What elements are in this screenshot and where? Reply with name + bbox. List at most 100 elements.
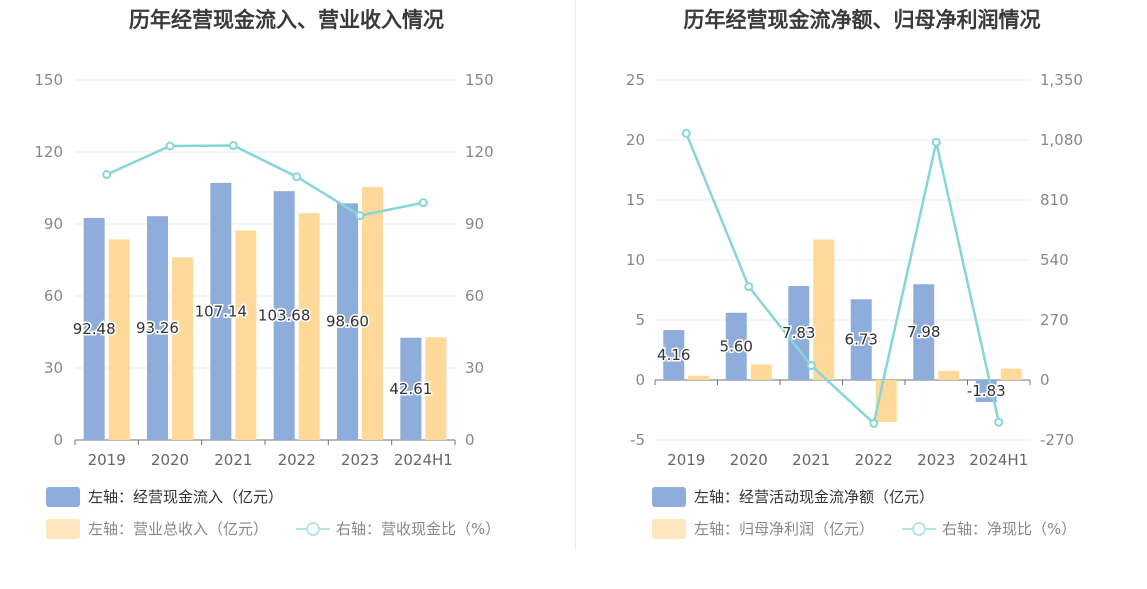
bar-primary bbox=[725, 312, 747, 380]
bar-data-label: 92.48 bbox=[73, 320, 116, 338]
right-axis-tick-label: 0 bbox=[1040, 371, 1050, 389]
left-chart-panel: 历年经营现金流入、营业收入情况 0 30 60 90 120 150 0 30 60 90 120 1… bbox=[0, 0, 573, 589]
bar-data-label: 5.60 bbox=[720, 337, 753, 355]
bar-secondary bbox=[172, 257, 193, 440]
bar-secondary bbox=[938, 371, 960, 380]
x-axis-category-label: 2023 bbox=[341, 451, 379, 469]
bar-data-label: 6.73 bbox=[845, 331, 878, 349]
ratio-point bbox=[744, 282, 754, 292]
legend-swatch-operating-cash-net bbox=[652, 486, 686, 507]
bar-data-label: 7.83 bbox=[782, 324, 815, 342]
legend-item-revenue-cash-ratio[interactable]: 右轴：营收现金比（%） bbox=[296, 518, 500, 539]
bar-secondary bbox=[108, 239, 130, 440]
bar-data-label: 98.60 bbox=[326, 313, 369, 331]
left-axis-tick-label: 20 bbox=[626, 131, 645, 149]
right-axis-tick-label: 540 bbox=[1040, 251, 1069, 269]
bar-secondary bbox=[1000, 368, 1022, 380]
ratio-point bbox=[228, 141, 238, 151]
bar-primary bbox=[83, 218, 105, 440]
bar-data-label: 93.26 bbox=[136, 319, 179, 337]
legend-swatch-net-profit bbox=[652, 518, 686, 539]
right-axis-tick-label: 270 bbox=[1040, 311, 1069, 329]
ratio-point bbox=[806, 361, 816, 371]
ratio-point bbox=[102, 170, 112, 180]
x-axis-category-label: 2024H1 bbox=[394, 451, 453, 469]
ratio-line bbox=[685, 132, 1000, 426]
right-axis-tick-label: 1,080 bbox=[1040, 131, 1083, 149]
legend-item-net-profit[interactable]: 左轴：归母净利润（亿元） bbox=[652, 518, 874, 539]
legend-item-operating-cash-net[interactable]: 左轴：经营活动现金流净额（亿元） bbox=[652, 486, 934, 507]
left-axis-tick-label: 90 bbox=[44, 215, 63, 233]
bar-data-label: 103.68 bbox=[258, 307, 311, 325]
bar-secondary bbox=[298, 213, 320, 440]
bar-primary bbox=[663, 330, 685, 380]
bar-data-label: 7.98 bbox=[907, 323, 940, 341]
x-axis-category-label: 2020 bbox=[151, 451, 189, 469]
right-axis-tick-label: 150 bbox=[465, 71, 494, 89]
legend-label: 右轴：净现比（%） bbox=[942, 520, 1077, 538]
left-axis-tick-label: 10 bbox=[626, 251, 645, 269]
x-axis-category-label: 2021 bbox=[214, 451, 252, 469]
x-axis-category-label: 2022 bbox=[278, 451, 316, 469]
x-axis-category-label: 2021 bbox=[792, 451, 830, 469]
right-chart-panel: 历年经营现金流净额、归母净利润情况 -5 0 5 10 15 20 25 -270 0 270 54… bbox=[577, 0, 1147, 589]
left-axis-tick-label: 150 bbox=[34, 71, 63, 89]
bar-secondary bbox=[425, 337, 447, 440]
x-axis-category-label: 2019 bbox=[88, 451, 126, 469]
ratio-point bbox=[355, 211, 365, 221]
ratio-point bbox=[292, 172, 302, 182]
bar-data-label: 42.61 bbox=[389, 380, 432, 398]
bar-data-label: -1.83 bbox=[967, 382, 1006, 400]
x-axis-category-label: 2023 bbox=[917, 451, 955, 469]
left-axis-tick-label: 120 bbox=[34, 143, 63, 161]
legend-item-cash-inflow[interactable]: 左轴：经营现金流入（亿元） bbox=[46, 486, 283, 507]
left-axis-tick-label: 5 bbox=[635, 311, 645, 329]
ratio-line bbox=[106, 144, 424, 217]
ratio-point bbox=[418, 198, 428, 208]
legend-label: 右轴：营收现金比（%） bbox=[336, 520, 501, 538]
legend-item-net-cash-ratio[interactable]: 右轴：净现比（%） bbox=[902, 518, 1076, 539]
bar-secondary bbox=[750, 364, 772, 380]
bar-primary bbox=[337, 203, 358, 440]
chart-title: 历年经营现金流净额、归母净利润情况 bbox=[683, 8, 1041, 32]
bar-data-label: 107.14 bbox=[195, 302, 248, 320]
left-axis-tick-label: 0 bbox=[53, 431, 63, 449]
legend-label: 左轴：归母净利润（亿元） bbox=[694, 520, 875, 538]
right-axis-tick-label: 1,350 bbox=[1040, 71, 1083, 89]
ratio-point bbox=[931, 137, 941, 147]
right-axis-tick-label: 30 bbox=[465, 359, 484, 377]
bar-secondary bbox=[688, 375, 710, 380]
bar-primary bbox=[273, 191, 295, 440]
legend-label: 左轴：经营现金流入（亿元） bbox=[88, 488, 284, 506]
bar-secondary bbox=[235, 230, 257, 440]
bar-primary bbox=[210, 182, 232, 440]
right-axis-tick-label: -270 bbox=[1040, 431, 1074, 449]
left-axis-tick-label: 0 bbox=[635, 371, 645, 389]
ratio-point bbox=[681, 128, 691, 138]
bar-primary bbox=[400, 337, 422, 440]
chart-plot-area: 0 30 60 90 120 150 0 30 60 90 120 150 2019 2020 2021 20… bbox=[34, 71, 494, 469]
legend-label: 左轴：经营活动现金流净额（亿元） bbox=[694, 488, 935, 506]
left-axis-tick-label: 25 bbox=[626, 71, 645, 89]
x-axis-category-label: 2024H1 bbox=[969, 451, 1028, 469]
legend-item-revenue[interactable]: 左轴：营业总收入（亿元） bbox=[46, 518, 268, 539]
bar-primary bbox=[850, 299, 872, 380]
right-axis-tick-label: 0 bbox=[465, 431, 475, 449]
ratio-point bbox=[869, 418, 879, 428]
bar-primary bbox=[147, 216, 168, 440]
bar-secondary bbox=[362, 187, 383, 440]
chart-plot-area: -5 0 5 10 15 20 25 -270 0 270 540 810 1,080 1,350 2019… bbox=[626, 71, 1083, 469]
left-axis-tick-label: 30 bbox=[44, 359, 63, 377]
left-axis-tick-label: -5 bbox=[630, 431, 645, 449]
right-axis-tick-label: 90 bbox=[465, 215, 484, 233]
ratio-point bbox=[994, 417, 1004, 427]
legend-line-marker-icon bbox=[902, 521, 936, 536]
legend-line-marker-icon bbox=[296, 521, 330, 536]
left-axis-tick-label: 60 bbox=[44, 287, 63, 305]
x-axis-category-label: 2020 bbox=[730, 451, 768, 469]
legend-swatch-revenue bbox=[46, 518, 80, 539]
x-axis-category-label: 2019 bbox=[667, 451, 705, 469]
left-axis-tick-label: 15 bbox=[626, 191, 645, 209]
bar-secondary bbox=[813, 239, 835, 380]
legend-swatch-cash-inflow bbox=[46, 486, 80, 507]
